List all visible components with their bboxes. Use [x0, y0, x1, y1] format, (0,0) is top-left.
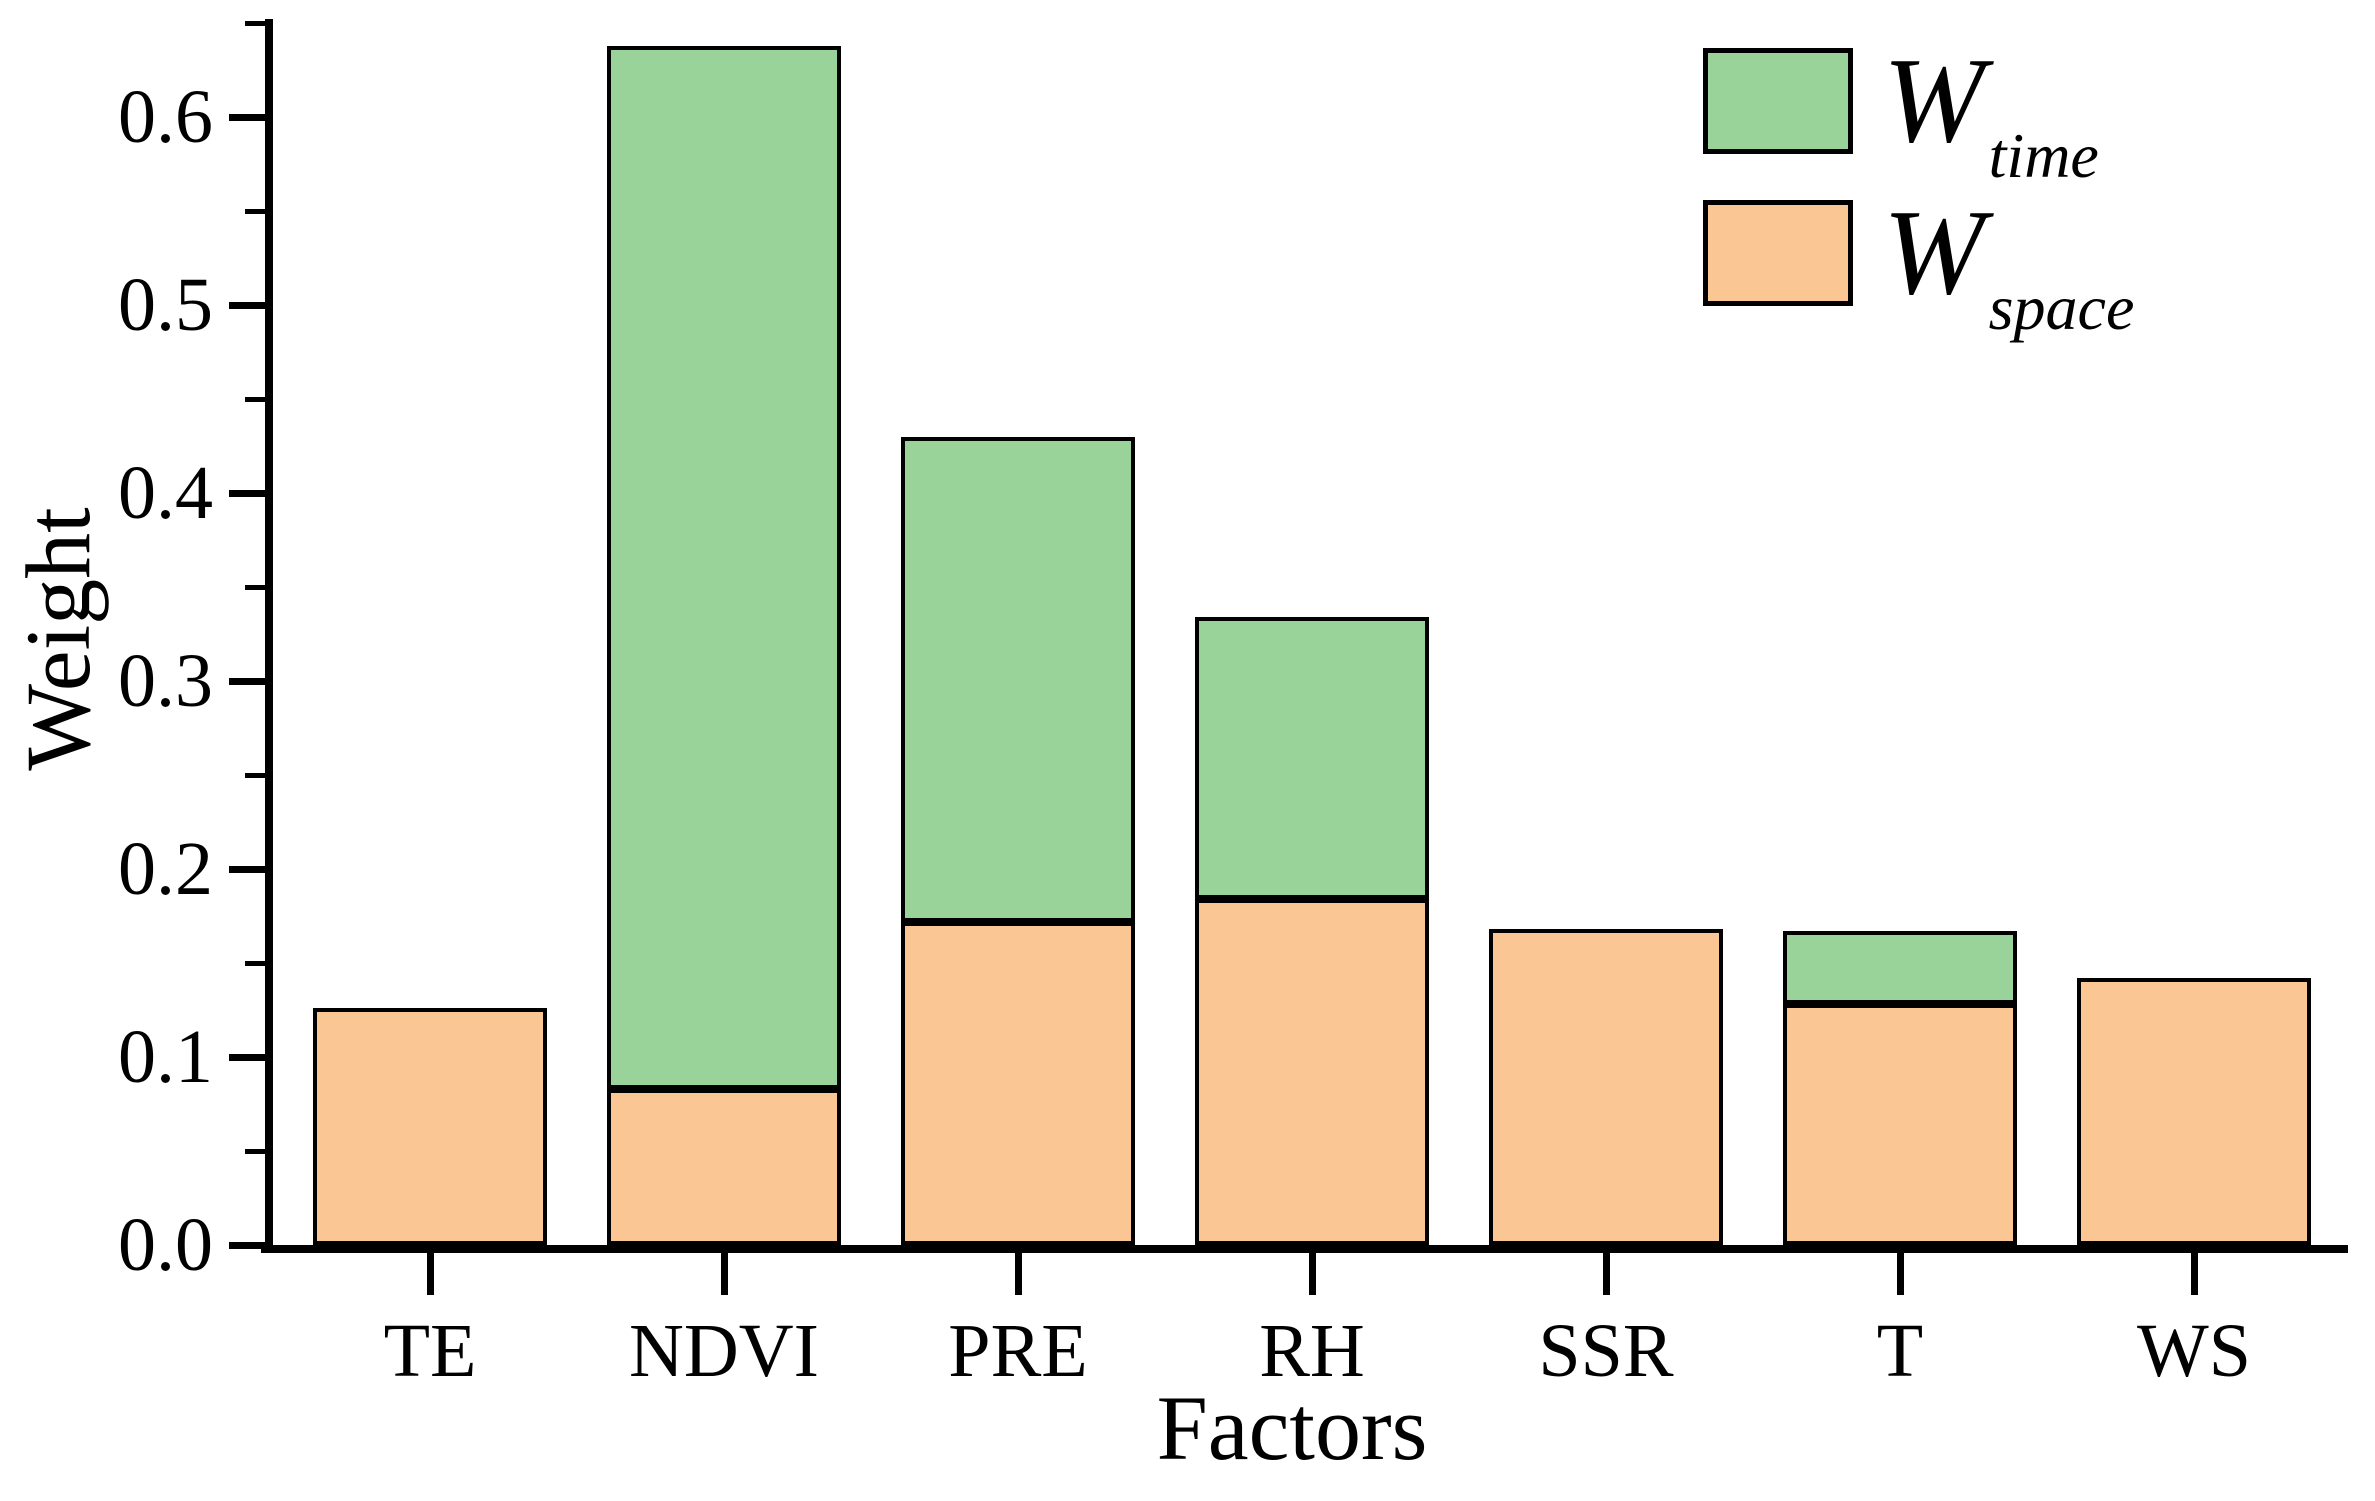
x-tick [1897, 1253, 1904, 1295]
y-minor-tick [245, 209, 265, 214]
bar-segment-W_time-NDVI [607, 46, 841, 1089]
legend: Wtime Wspace [1703, 40, 2134, 344]
y-minor-tick [245, 21, 265, 26]
y-tick-label: 0.6 [118, 75, 213, 159]
bar-segment-W_time-PRE [901, 437, 1135, 922]
legend-label-W_space: Wspace [1883, 192, 2134, 340]
y-major-tick [229, 678, 265, 685]
x-tick [1309, 1253, 1316, 1295]
y-axis-spine [265, 19, 273, 1253]
bar-segment-W_time-RH [1195, 617, 1429, 899]
y-tick-label: 0.1 [118, 1015, 213, 1099]
legend-swatch-W_space [1703, 200, 1853, 306]
y-tick-label: 0.2 [118, 827, 213, 911]
bar-segment-W_time-T [1783, 931, 2017, 1004]
x-category-label: RH [1259, 1309, 1365, 1393]
legend-symbol: W [1883, 33, 1985, 168]
y-major-tick [229, 1054, 265, 1061]
y-major-tick [229, 302, 265, 309]
y-major-tick [229, 866, 265, 873]
y-tick-label: 0.3 [118, 639, 213, 723]
y-tick-label: 0.4 [118, 451, 213, 535]
bar-segment-W_space-WS [2077, 978, 2311, 1245]
bar-segment-W_space-NDVI [607, 1089, 841, 1245]
bar-segment-W_space-T [1783, 1004, 2017, 1245]
x-tick [721, 1253, 728, 1295]
y-minor-tick [245, 397, 265, 402]
x-category-label: SSR [1538, 1309, 1674, 1393]
legend-symbol: W [1883, 185, 1985, 320]
x-tick [2191, 1253, 2198, 1295]
x-category-label: PRE [948, 1309, 1088, 1393]
legend-swatch-W_time [1703, 48, 1853, 154]
y-minor-tick [245, 585, 265, 590]
bar-segment-W_space-TE [313, 1008, 547, 1245]
x-category-label: TE [383, 1309, 477, 1393]
legend-item-W_space: Wspace [1703, 192, 2134, 340]
legend-subscript: space [1988, 272, 2135, 343]
y-minor-tick [245, 773, 265, 778]
y-major-tick [229, 1242, 265, 1249]
y-axis-title: Weight [7, 507, 109, 771]
legend-label-W_time: Wtime [1883, 40, 2099, 188]
legend-subscript: time [1988, 120, 2099, 191]
x-axis-title: Factors [1156, 1377, 1428, 1479]
y-minor-tick [245, 961, 265, 966]
y-tick-label: 0.0 [118, 1203, 213, 1287]
x-tick [1603, 1253, 1610, 1295]
x-tick [1015, 1253, 1022, 1295]
bar-segment-W_space-SSR [1489, 929, 1723, 1245]
x-category-label: WS [2137, 1309, 2251, 1393]
bar-segment-W_space-RH [1195, 899, 1429, 1245]
y-tick-label: 0.5 [118, 263, 213, 347]
y-major-tick [229, 490, 265, 497]
x-axis-spine [261, 1245, 2348, 1253]
x-category-label: NDVI [629, 1309, 819, 1393]
y-minor-tick [245, 1149, 265, 1154]
x-category-label: T [1876, 1309, 1924, 1393]
bar-segment-W_space-PRE [901, 922, 1135, 1245]
legend-item-W_time: Wtime [1703, 40, 2134, 188]
x-tick [427, 1253, 434, 1295]
y-major-tick [229, 114, 265, 121]
